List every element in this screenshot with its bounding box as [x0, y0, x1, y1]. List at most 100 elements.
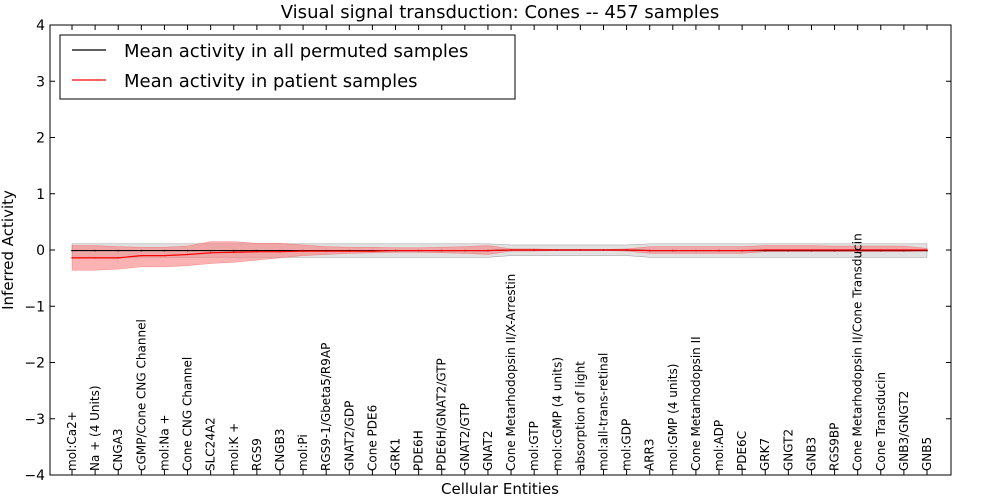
- x-tick-label: mol:Pi: [296, 434, 310, 471]
- series-0-point: [186, 249, 189, 252]
- series-1-point: [371, 250, 374, 252]
- x-tick-label: GNGT2: [781, 429, 795, 471]
- x-tick-label: mol:Na +: [157, 414, 171, 471]
- x-tick-label: Cone Metarhodopsin II: [689, 336, 703, 471]
- x-tick-label: mol:GTP: [527, 421, 541, 471]
- y-axis-label: Inferred Activity: [0, 190, 17, 310]
- chart-title: Visual signal transduction: Cones -- 457…: [281, 2, 719, 23]
- x-tick-label: PDE6C: [735, 431, 749, 471]
- y-tick-label: −3: [24, 412, 45, 428]
- series-1-point: [348, 250, 351, 252]
- x-tick-label: GNAT2: [481, 430, 495, 471]
- series-1-point: [856, 249, 859, 251]
- series-1-point: [810, 249, 813, 251]
- series-1-point: [71, 257, 73, 259]
- series-1-point: [556, 249, 559, 251]
- x-tick-label: GNAT2/GDP: [342, 401, 356, 471]
- series-1-point: [672, 249, 674, 252]
- series-1-point: [903, 249, 905, 251]
- x-tick-label: Cone Metarhodopsin II/X-Arrestin: [504, 274, 518, 471]
- series-0-point: [232, 249, 235, 252]
- x-tick-label: GRK7: [758, 438, 772, 471]
- legend-label-patient: Mean activity in patient samples: [124, 71, 418, 92]
- series-1-point: [764, 249, 767, 251]
- x-tick-label: mol:GMP (4 units): [666, 364, 680, 471]
- series-1-point: [302, 250, 304, 252]
- y-tick-label: 0: [36, 243, 45, 259]
- x-tick-label: SLC24A2: [204, 417, 218, 471]
- x-tick-label: GNB3/GNGT2: [897, 391, 911, 471]
- x-tick-label: GNB5: [920, 437, 934, 471]
- x-tick-label: absorption of light: [573, 361, 587, 471]
- x-tick-label: ARR3: [643, 438, 657, 471]
- series-1-point: [718, 249, 720, 252]
- x-tick-label: mol:Ca2+: [65, 411, 79, 471]
- series-1-point: [648, 249, 651, 252]
- series-1-point: [394, 249, 397, 252]
- series-1-point: [117, 257, 120, 259]
- y-tick-label: 3: [36, 74, 45, 90]
- y-tick-label: 4: [36, 18, 45, 34]
- series-1-point: [279, 250, 281, 253]
- series-1-point: [186, 253, 189, 256]
- series-1-point: [787, 249, 790, 251]
- x-tick-label: CNGA3: [111, 429, 125, 472]
- x-tick-label: Cone CNG Channel: [181, 357, 195, 471]
- x-tick-label: Cone PDE6: [365, 405, 379, 471]
- y-axis: −4 −3 −2 −1 0 1 2 3 4: [24, 18, 951, 484]
- x-tick-label: mol:K +: [227, 423, 241, 471]
- series-0-point: [117, 249, 120, 252]
- series-1-point: [510, 249, 512, 251]
- x-tick-label: CNGB3: [273, 428, 287, 471]
- x-tick-label: mol:cGMP (4 units): [550, 357, 564, 471]
- series-1-point: [833, 249, 836, 251]
- x-tick-label: mol:ADP: [712, 420, 726, 471]
- series-lines: [71, 249, 928, 259]
- y-tick-label: −4: [24, 468, 45, 484]
- y-tick-label: 2: [36, 131, 45, 147]
- series-1-point: [579, 249, 582, 251]
- y-tick-label: −2: [24, 356, 45, 372]
- series-1-point: [209, 252, 212, 254]
- x-axis-label: Cellular Entities: [441, 480, 559, 498]
- series-1-point: [533, 249, 535, 251]
- series-1-point: [94, 257, 96, 259]
- x-tick-label: GRK1: [389, 438, 403, 471]
- x-tick-label: mol:GDP: [620, 419, 634, 471]
- series-1-point: [232, 251, 235, 254]
- series-1-point: [440, 249, 443, 252]
- series-0-point: [71, 249, 73, 252]
- x-tick-label: RGS9: [250, 438, 264, 471]
- series-0-point: [209, 249, 212, 252]
- series-1-point: [256, 250, 258, 253]
- series-1-point: [926, 249, 928, 251]
- x-tick-label: mol:all-trans-retinal: [596, 353, 610, 471]
- series-1-point: [879, 249, 882, 251]
- series-1-line: [72, 249, 927, 259]
- series-1-point: [625, 249, 628, 251]
- x-tick-label: Cone Transducin: [874, 372, 888, 471]
- x-tick-label: GNAT2/GTP: [458, 403, 472, 471]
- series-0-point: [256, 249, 258, 252]
- series-1-point: [417, 249, 420, 252]
- x-tick-label: Na + (4 Units): [88, 385, 102, 471]
- series-1-point: [695, 249, 697, 252]
- series-1-point: [325, 250, 327, 252]
- x-axis: mol:Ca2+ Na + (4 Units) CNGA3 cGMP/Cone CNG…: [65, 25, 934, 475]
- y-tick-label: −1: [24, 299, 45, 315]
- x-tick-label: PDE6H: [412, 430, 426, 471]
- y-tick-label: 1: [36, 187, 45, 203]
- series-1-point: [464, 249, 466, 252]
- x-tick-label: cGMP/Cone CNG Channel: [134, 319, 148, 471]
- legend: Mean activity in all permuted samples Me…: [59, 34, 516, 100]
- x-tick-label: Cone Metarhodopsin II/Cone Transducin: [851, 233, 865, 471]
- series-0-point: [94, 249, 96, 252]
- series-0-point: [279, 249, 281, 252]
- confidence-bands: [71, 241, 928, 271]
- legend-label-permuted: Mean activity in all permuted samples: [124, 41, 468, 62]
- x-tick-label: RGS9BP: [828, 423, 842, 471]
- series-1-point: [602, 249, 605, 251]
- x-tick-label: RGS9-1/Gbeta5/R9AP: [319, 343, 333, 471]
- series-0-point: [163, 249, 166, 252]
